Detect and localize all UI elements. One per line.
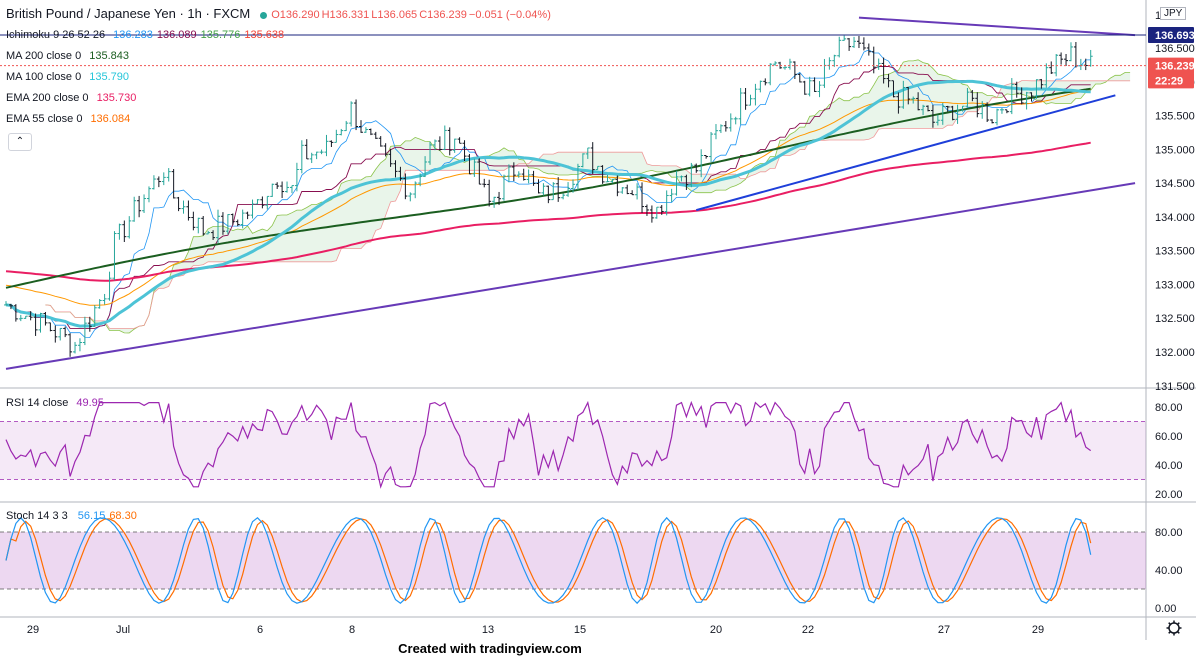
rsi-legend[interactable]: RSI 14 close 49.95 <box>6 397 108 409</box>
ohlc-h: H136.331 <box>321 9 370 21</box>
stoch-d-line <box>5 518 1092 603</box>
rsi-tick-label: 20.00 <box>1155 489 1183 501</box>
indicator-name: EMA 55 close 0 <box>6 113 83 125</box>
price-tick-label: 134.500 <box>1155 178 1195 190</box>
gear-tooth <box>1168 631 1171 634</box>
indicator-value: 136.084 <box>90 113 131 125</box>
price-label: 136.693 <box>1155 30 1195 42</box>
indicator-value: 135.730 <box>96 92 137 104</box>
gear-tooth <box>1168 622 1171 625</box>
ohlc-change: −0.051 (−0.04%) <box>468 9 551 21</box>
indicator-value: 136.283 <box>113 29 153 41</box>
indicator-name: MA 200 close 0 <box>6 50 82 62</box>
time-tick-label: 29 <box>1032 624 1044 636</box>
rsi-tick-label: 60.00 <box>1155 431 1183 443</box>
indicator-3[interactable]: EMA 200 close 0 135.730 <box>6 92 140 104</box>
time-tick-label: Jul <box>116 624 130 636</box>
ichimoku-tenkan <box>5 49 1091 338</box>
footer-credit: Created with tradingview.com <box>398 641 582 656</box>
rsi-tick-label: 80.00 <box>1155 402 1183 414</box>
settings-gear-icon[interactable] <box>1166 620 1182 636</box>
price-label-bg <box>1148 72 1194 89</box>
ema55-line <box>5 89 1091 306</box>
indicator-value: 135.843 <box>89 50 129 62</box>
symbol-title[interactable]: British Pound / Japanese Yen · 1h · FXCM <box>6 6 251 21</box>
market-status-icon <box>260 11 268 19</box>
ichimoku-kijun <box>5 66 1091 329</box>
indicator-1[interactable]: MA 200 close 0 135.843 <box>6 50 133 62</box>
stoch-tick-label: 80.00 <box>1155 527 1183 539</box>
ichimoku-cloud <box>45 59 1131 334</box>
indicator-0[interactable]: Ichimoku 9 26 52 26 136.283 136.089 135.776… <box>6 29 288 41</box>
main-pane <box>0 0 1146 387</box>
trendline-purple-upper <box>858 16 1136 37</box>
ma100-line <box>5 79 1091 328</box>
price-label: 22:29 <box>1155 75 1183 87</box>
price-tick-label: 135.500 <box>1155 111 1195 123</box>
stoch-band <box>0 532 1146 589</box>
rsi-band <box>0 421 1146 480</box>
ohlc-c: C136.239 <box>419 9 467 21</box>
stoch-legend[interactable]: Stoch 14 3 3 56.15 68.30 <box>6 510 141 522</box>
stoch-k-value: 56.15 <box>77 510 106 522</box>
time-tick-label: 13 <box>482 624 494 636</box>
indicator-value: 135.638 <box>244 29 285 41</box>
rsi-value: 49.95 <box>76 397 104 409</box>
stoch-tick-label: 0.00 <box>1155 603 1176 615</box>
indicator-4[interactable]: EMA 55 close 0 136.084 <box>6 113 134 125</box>
indicator-value: 135.776 <box>200 29 241 41</box>
collapse-legend-button[interactable]: ⌃ <box>8 133 32 151</box>
trendline-purple-lower <box>5 182 1136 370</box>
indicator-value: 136.089 <box>156 29 197 41</box>
ohlc-l: L136.065 <box>371 9 418 21</box>
price-label-bg <box>1148 57 1194 74</box>
stoch-tick-label: 40.00 <box>1155 565 1183 577</box>
indicator-name: EMA 200 close 0 <box>6 92 89 104</box>
price-tick-label: 135.000 <box>1155 144 1195 156</box>
price-tick-label: 1 <box>1155 10 1161 22</box>
gear-tooth <box>1177 631 1180 634</box>
symbol-header: British Pound / Japanese Yen · 1h · FXCM… <box>6 6 557 21</box>
price-tick-label: 133.000 <box>1155 279 1195 291</box>
time-tick-label: 6 <box>257 624 263 636</box>
price-tick-label: 136.500 <box>1155 43 1195 55</box>
time-tick-label: 8 <box>349 624 355 636</box>
gear-tooth <box>1177 622 1180 625</box>
rsi-tick-label: 40.00 <box>1155 460 1183 472</box>
indicator-name: MA 100 close 0 <box>6 71 82 83</box>
price-label-bg <box>1148 26 1194 43</box>
price-tick-label: 134.000 <box>1155 212 1195 224</box>
time-tick-label: 20 <box>710 624 722 636</box>
price-tick-label: 132.500 <box>1155 313 1195 325</box>
price-label: 136.239 <box>1155 61 1195 73</box>
time-tick-label: 27 <box>938 624 950 636</box>
price-tick-label: 132.000 <box>1155 347 1195 359</box>
time-tick-label: 22 <box>802 624 814 636</box>
stoch-k-line <box>5 516 1092 605</box>
indicator-value: 135.790 <box>89 71 129 83</box>
time-tick-label: 15 <box>574 624 586 636</box>
time-tick-label: 29 <box>27 624 39 636</box>
indicator-2[interactable]: MA 100 close 0 135.790 <box>6 71 133 83</box>
indicator-name: Ichimoku 9 26 52 26 <box>6 29 106 41</box>
gear-ring <box>1168 622 1180 634</box>
ohlc-o: O136.290 <box>271 9 320 21</box>
price-tick-label: 133.500 <box>1155 246 1195 258</box>
stoch-d-value: 68.30 <box>109 510 137 522</box>
ohlc-values: O136.290 H136.331 L136.065 C136.239 −0.051 (… <box>271 9 553 21</box>
rsi-line <box>5 400 1092 489</box>
rsi-label: RSI 14 close <box>6 397 69 409</box>
currency-badge[interactable]: JPY <box>1160 7 1187 20</box>
price-tick-label: 131.500 <box>1155 381 1195 393</box>
stoch-label: Stoch 14 3 3 <box>6 510 68 522</box>
trendline-blue-ascending <box>695 94 1116 212</box>
ema200-line <box>5 141 1091 282</box>
